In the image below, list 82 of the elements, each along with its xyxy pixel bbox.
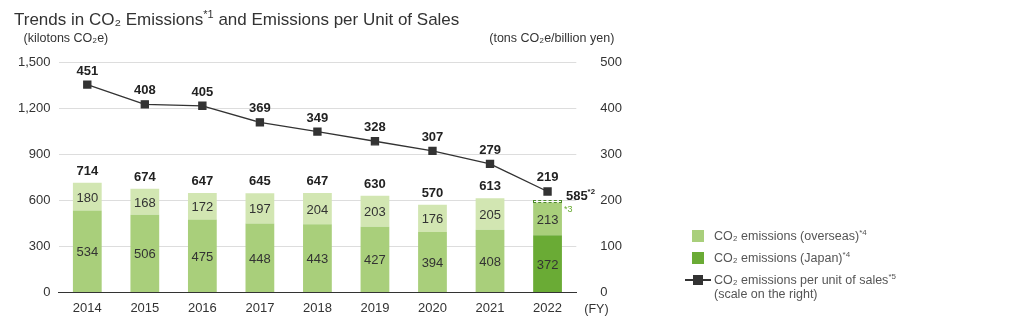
point (485, 159, 495, 169)
total-label: 645 (249, 173, 271, 189)
data-label: 475 (191, 248, 214, 264)
data-label: 451 (76, 62, 99, 78)
legend-label: CO₂ emissions (Japan)$^{*4}$ (714, 250, 851, 266)
data-label: 408 (479, 253, 501, 269)
data-label: 197 (249, 201, 271, 217)
data-label: 372 (536, 256, 559, 272)
total-label: 570 (421, 184, 444, 200)
y-tick-label: 900 (28, 145, 51, 161)
data-label: 203 (364, 204, 386, 220)
bar (303, 224, 332, 292)
x-tick-label: 2014 (72, 299, 102, 315)
data-label: 307 (421, 128, 444, 144)
point (428, 146, 437, 156)
total-label: 647 (191, 173, 214, 189)
y2-tick-label: 400 (600, 99, 623, 115)
y2-tick-label: 500 (600, 53, 623, 69)
data-label: 448 (249, 250, 271, 266)
y-tick-label: 0 (43, 283, 51, 299)
total-label: 613 (479, 178, 501, 194)
x-tick-label: 2017 (245, 299, 275, 315)
y2-tick-label: 100 (600, 237, 623, 253)
point (370, 137, 380, 146)
bar (418, 231, 447, 292)
x-tick-label: 2021 (475, 299, 505, 315)
data-label: 369 (249, 100, 271, 116)
point (313, 127, 322, 136)
data-label: 427 (364, 252, 386, 268)
x-axis-title: (FY) (584, 302, 609, 317)
point (198, 101, 207, 110)
data-label: 405 (191, 83, 214, 99)
bar (360, 226, 390, 292)
data-label: 394 (421, 254, 444, 270)
bar (187, 219, 217, 292)
data-label: 279 (479, 141, 501, 157)
point (255, 118, 265, 127)
y-axis-title: (kilotons CO₂e) (23, 31, 109, 45)
point (140, 100, 150, 109)
data-label: 180 (76, 189, 99, 205)
data-label: 172 (191, 199, 214, 215)
data-label: 205 (479, 206, 501, 222)
data-label: 349 (306, 109, 329, 125)
total-label: 630 (364, 175, 386, 191)
x-tick-label: 2019 (360, 299, 390, 315)
x-tick-label: 2015 (130, 299, 160, 315)
chart-title: Trends in CO₂ Emissions$^{*1}$ and Emissions per Unit of Sales (14, 8, 460, 30)
total-label: 674 (133, 168, 157, 184)
y2-tick-label: 300 (600, 145, 623, 161)
x-tick-label: 2020 (418, 299, 447, 315)
x-tick-label: 2016 (187, 299, 217, 315)
data-label: 408 (133, 82, 156, 98)
y2-tick-label: 0 (600, 283, 608, 299)
text: CO₂ emissions per unit of sales$^{*5}$ (scale on the right) (714, 272, 896, 302)
data-label: 168 (133, 194, 156, 210)
total-label: 714 (76, 162, 99, 178)
y2-tick-label: 200 (600, 191, 623, 207)
total-label: 647 (306, 173, 329, 189)
data-label: 506 (133, 246, 156, 262)
bar (245, 223, 275, 292)
y-tick-label: 1,200 (17, 99, 51, 115)
bar (72, 210, 102, 292)
y-tick-label: 600 (28, 191, 51, 207)
x-tick-label: 2018 (302, 299, 332, 315)
data-label: 219 (536, 169, 559, 185)
annotation: *3 (563, 203, 573, 214)
data-label: 176 (421, 211, 444, 227)
legend-label: CO₂ emissions (overseas)$^{*4}$ (714, 228, 867, 244)
y2-axis-title: (tons CO₂e/billion yen) (489, 31, 615, 45)
point (543, 187, 552, 196)
point (83, 80, 92, 89)
bar (533, 235, 562, 292)
y-tick-label: 1,500 (17, 53, 51, 69)
y-tick-label: 300 (28, 237, 51, 253)
data-label: 204 (306, 201, 329, 217)
data-label: 534 (76, 244, 99, 260)
data-label: 443 (306, 251, 329, 267)
bar (475, 229, 505, 292)
data-label: 328 (364, 119, 386, 135)
data-label: 213 (536, 211, 559, 227)
bar (130, 214, 160, 292)
x-tick-label: 2022 (533, 299, 563, 315)
